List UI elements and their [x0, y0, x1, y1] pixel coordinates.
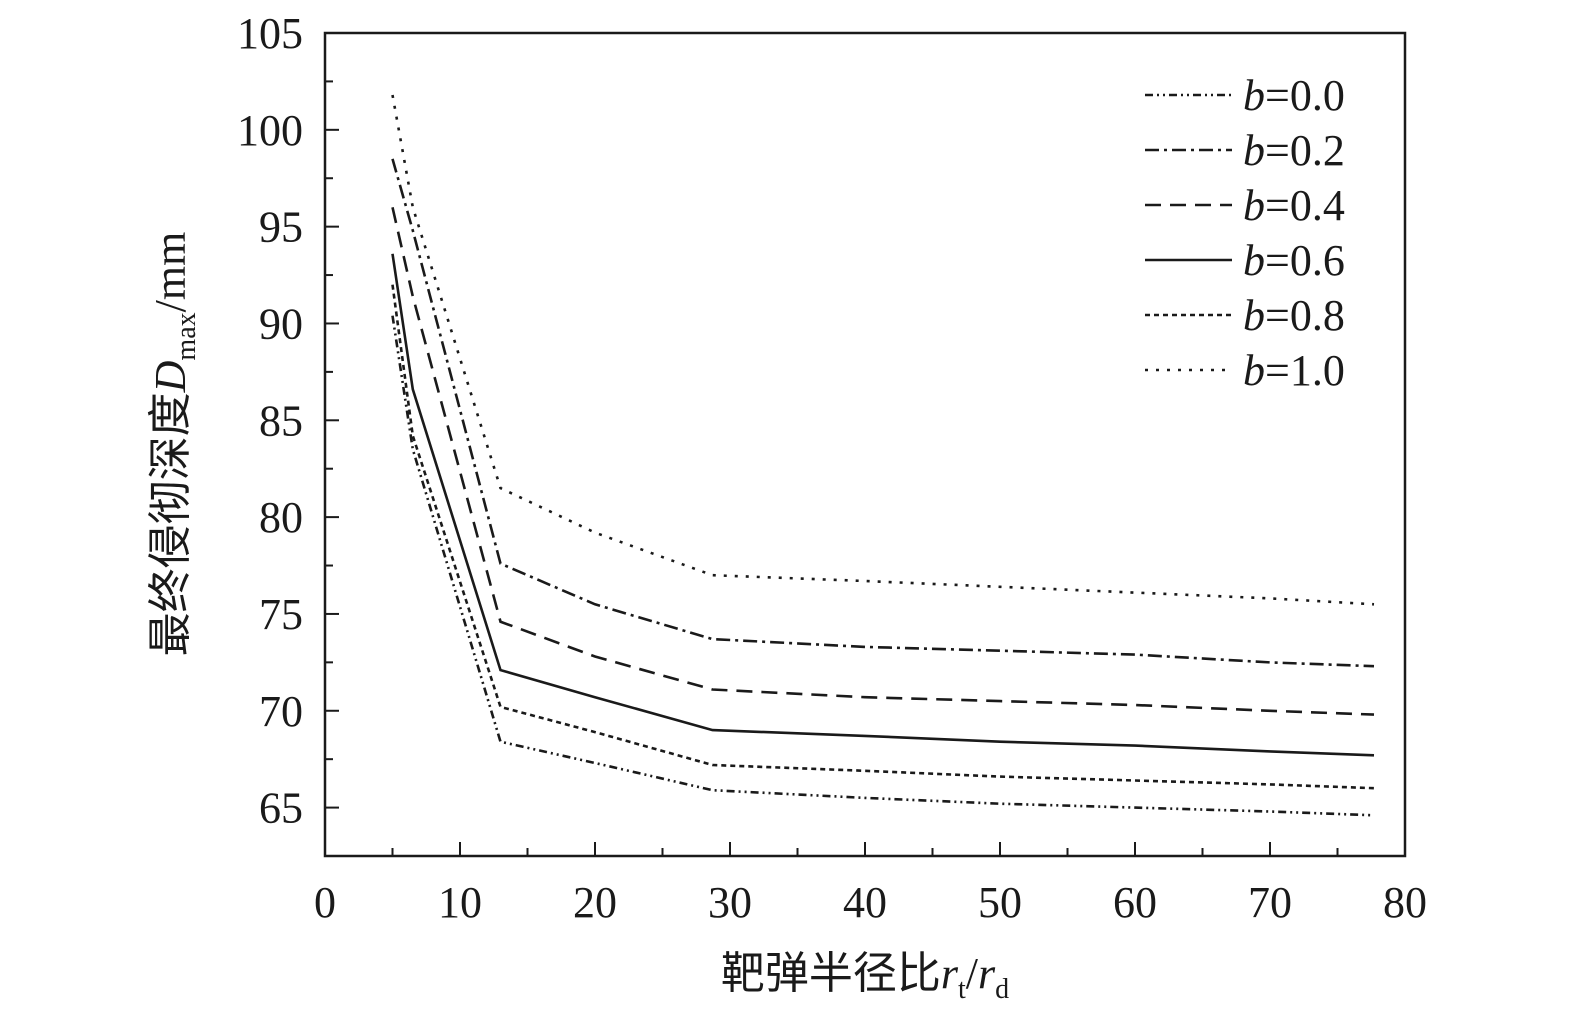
legend-label-2: b=0.4 [1243, 181, 1345, 230]
series-line-3 [391, 253, 1375, 757]
legend: b=0.0b=0.2b=0.4b=0.6b=0.8b=1.0 [1145, 71, 1345, 395]
legend-label-5: b=1.0 [1243, 346, 1345, 395]
x-axis-label-sub2: d [995, 974, 1009, 1005]
x-axis-ticks: 0 10 20 30 40 50 60 70 80 [314, 842, 1427, 927]
y-tick-label: 90 [259, 299, 303, 348]
legend-label-value: =0.6 [1265, 236, 1345, 285]
y-axis-label-subscript: max [171, 312, 202, 360]
y-axis-label-text: 最终侵彻深度 [146, 392, 195, 656]
series-line-4 [391, 284, 1375, 790]
y-tick-label: 70 [259, 687, 303, 736]
series-line-1 [391, 158, 1375, 668]
x-axis-label-sub1: t [958, 974, 966, 1005]
y-tick-label: 75 [259, 590, 303, 639]
x-tick-label: 70 [1248, 878, 1292, 927]
legend-label-4: b=0.8 [1243, 291, 1345, 340]
series-lines [391, 94, 1375, 817]
series-line-0 [391, 315, 1375, 817]
y-tick-label: 100 [237, 106, 303, 155]
legend-label-value: =0.8 [1265, 291, 1345, 340]
y-tick-label: 95 [259, 203, 303, 252]
y-tick-label: 80 [259, 493, 303, 542]
legend-label-var: b [1243, 181, 1265, 230]
legend-label-1: b=0.2 [1243, 126, 1345, 175]
series-line-2 [391, 207, 1375, 716]
legend-label-var: b [1243, 71, 1265, 120]
legend-label-var: b [1243, 236, 1265, 285]
legend-label-0: b=0.0 [1243, 71, 1345, 120]
x-axis-label-var1: r [941, 949, 959, 998]
x-axis-label: 靶弹半径比rt/rd [721, 949, 1009, 1005]
y-tick-label: 85 [259, 396, 303, 445]
x-axis-label-sep: / [966, 949, 979, 998]
legend-label-var: b [1243, 346, 1265, 395]
legend-label-value: =0.0 [1265, 71, 1345, 120]
y-axis-ticks: 65 70 75 80 85 90 95 100 105 [237, 9, 339, 857]
x-tick-label: 20 [573, 878, 617, 927]
legend-label-var: b [1243, 291, 1265, 340]
x-tick-label: 60 [1113, 878, 1157, 927]
x-tick-label: 50 [978, 878, 1022, 927]
legend-label-value: =0.4 [1265, 181, 1345, 230]
x-tick-label: 40 [843, 878, 887, 927]
x-axis-label-text: 靶弹半径比 [721, 949, 941, 998]
y-axis-label: 最终侵彻深度Dmax/mm [146, 232, 202, 657]
x-axis-label-var2: r [978, 949, 996, 998]
y-tick-label: 65 [259, 784, 303, 833]
y-axis-label-unit: /mm [146, 232, 195, 313]
x-tick-label: 0 [314, 878, 336, 927]
legend-label-value: =1.0 [1265, 346, 1345, 395]
x-tick-label: 30 [708, 878, 752, 927]
y-axis-label-variable: D [146, 360, 195, 393]
y-tick-label: 105 [237, 9, 303, 58]
series-line-5 [391, 94, 1375, 606]
x-tick-label: 10 [438, 878, 482, 927]
legend-label-var: b [1243, 126, 1265, 175]
legend-label-3: b=0.6 [1243, 236, 1345, 285]
legend-label-value: =0.2 [1265, 126, 1345, 175]
x-tick-label: 80 [1383, 878, 1427, 927]
